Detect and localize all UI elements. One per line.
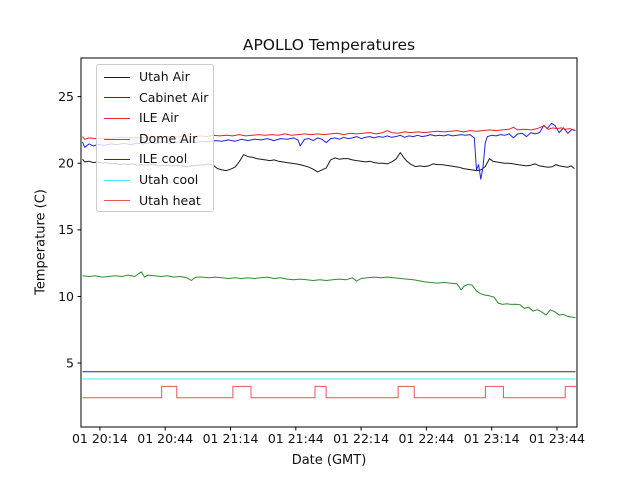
legend-item-cabinet-air: Cabinet Air xyxy=(97,88,213,109)
x-tick-label: 01 23:44 xyxy=(529,431,585,446)
legend-label: Cabinet Air xyxy=(139,89,209,105)
series-line-dome-air xyxy=(82,271,576,319)
legend-line-swatch xyxy=(104,117,130,119)
legend-item-ile-cool: ILE cool xyxy=(97,149,213,170)
x-tick-label: 01 21:14 xyxy=(203,431,259,446)
x-tick-label: 01 23:14 xyxy=(464,431,520,446)
legend-label: Utah cool xyxy=(139,172,199,188)
legend-line-swatch xyxy=(104,97,130,99)
legend-item-utah-air: Utah Air xyxy=(97,67,213,88)
legend-label: Dome Air xyxy=(139,130,198,146)
legend-line-swatch xyxy=(104,179,130,181)
x-tick-label: 01 21:44 xyxy=(268,431,324,446)
legend-label: ILE cool xyxy=(139,151,188,167)
legend-item-utah-cool: Utah cool xyxy=(97,170,213,191)
legend-line-swatch xyxy=(104,76,130,78)
legend-item-ile-air: ILE Air xyxy=(97,108,213,129)
axes-frame xyxy=(80,57,578,428)
x-tick-label: 01 20:14 xyxy=(72,431,128,446)
legend-label: ILE Air xyxy=(139,110,179,126)
series-line-utah-heat xyxy=(82,385,577,399)
y-tick-label: 10 xyxy=(58,289,74,304)
legend-line-swatch xyxy=(104,159,130,161)
x-axis-label: Date (GMT) xyxy=(291,453,367,468)
legend-label: Utah Air xyxy=(139,69,190,85)
legend: Utah Air Cabinet Air ILE Air Dome Air ILE co… xyxy=(96,64,214,212)
y-tick-label: 5 xyxy=(66,355,74,370)
legend-label: Utah heat xyxy=(139,192,201,208)
chart-title: APOLLO Temperatures xyxy=(242,36,416,54)
legend-line-swatch xyxy=(104,138,130,140)
y-tick-label: 25 xyxy=(58,89,74,104)
x-tick-label: 01 20:44 xyxy=(137,431,193,446)
y-tick-label: 20 xyxy=(58,156,74,171)
x-tick-label: 01 22:44 xyxy=(398,431,454,446)
x-tick-label: 01 22:14 xyxy=(333,431,389,446)
legend-item-utah-heat: Utah heat xyxy=(97,191,213,212)
legend-line-swatch xyxy=(104,200,130,202)
legend-item-dome-air: Dome Air xyxy=(97,129,213,150)
y-tick-label: 15 xyxy=(58,222,74,237)
y-axis-label: Temperature (C) xyxy=(33,189,49,295)
